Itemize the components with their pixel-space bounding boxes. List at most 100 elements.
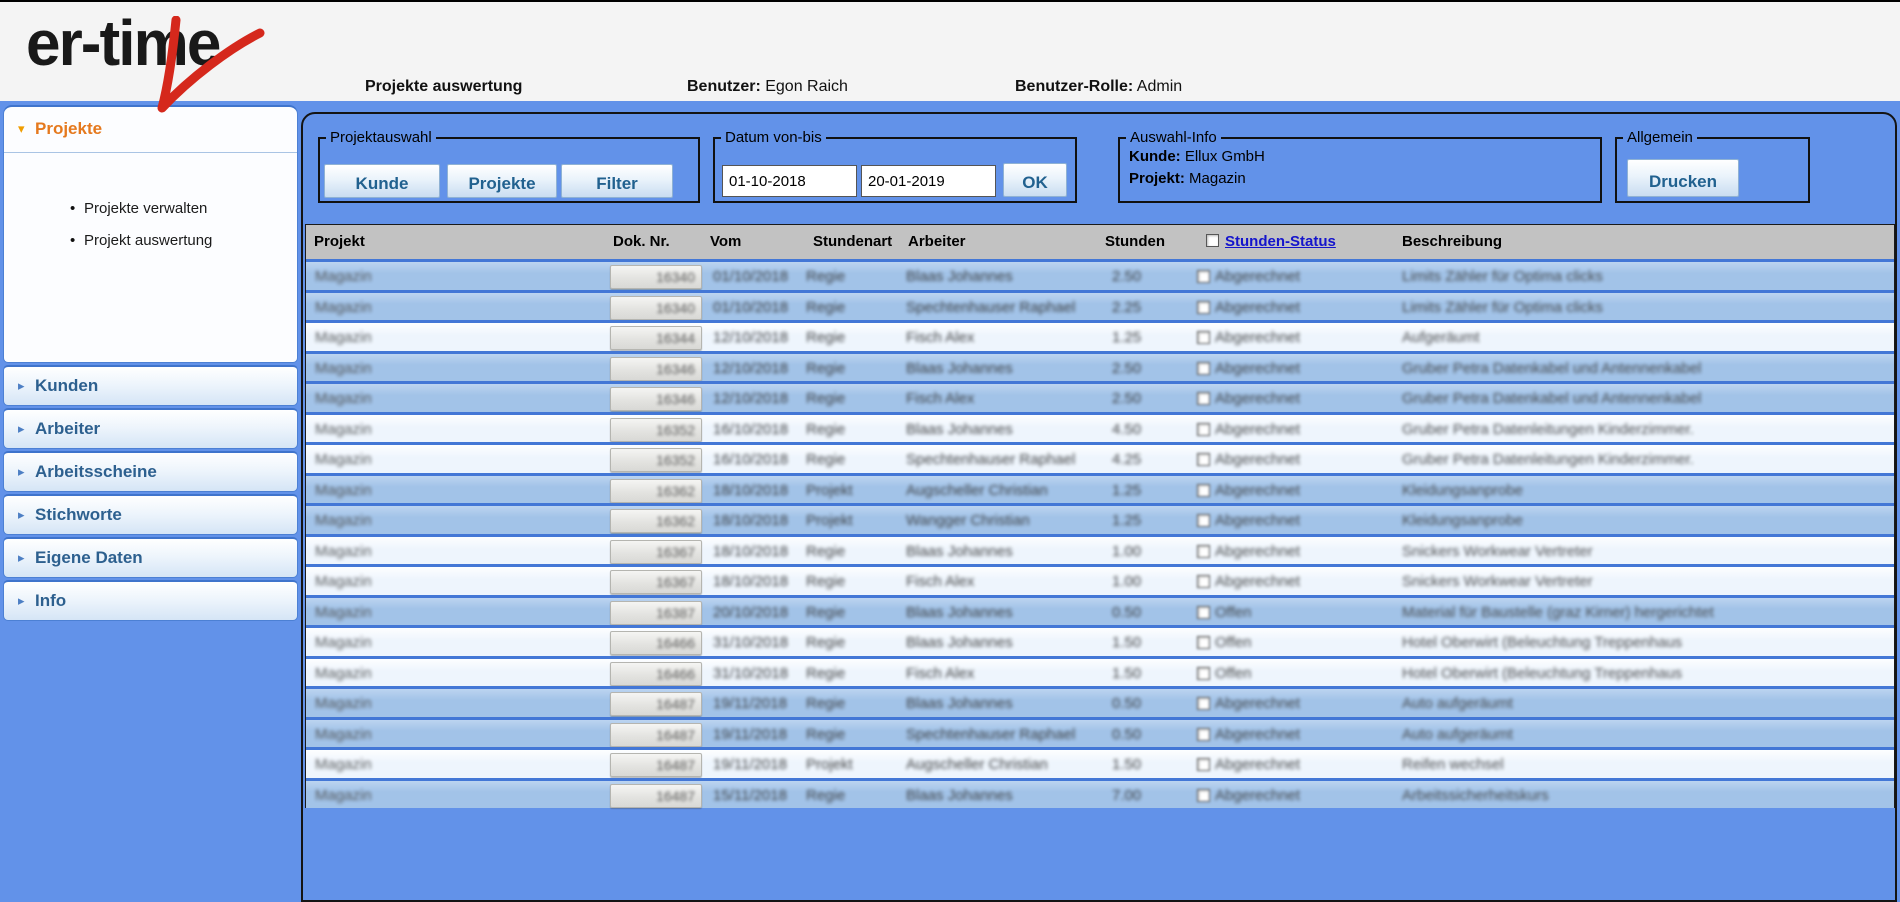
dok-nr-button[interactable]: 16466 xyxy=(610,661,702,686)
drucken-button[interactable]: Drucken xyxy=(1627,159,1739,197)
status-checkbox[interactable] xyxy=(1197,788,1210,802)
dok-nr-button[interactable]: 16346 xyxy=(610,356,702,381)
status-checkbox[interactable] xyxy=(1197,727,1210,741)
dok-nr-button[interactable]: 16387 xyxy=(610,600,702,625)
sidebar-subitem-projekte-verwalten[interactable]: Projekte verwalten xyxy=(4,193,297,225)
sidebar-item-eigene-daten[interactable]: ▸ Eigene Daten xyxy=(3,537,298,578)
status-checkbox[interactable] xyxy=(1197,361,1210,375)
dok-nr-button[interactable]: 16487 xyxy=(610,692,702,716)
status-checkbox[interactable] xyxy=(1197,544,1210,558)
table-row[interactable]: Magazin 16487 19/11/2018 Projekt Augsche… xyxy=(306,747,1894,778)
dok-nr-button[interactable]: 16487 xyxy=(610,722,702,747)
dok-nr-button[interactable]: 16362 xyxy=(610,509,702,533)
table-row[interactable]: Magazin 16340 01/10/2018 Regie Blaas Joh… xyxy=(306,259,1894,290)
dok-nr-button[interactable]: 16487 xyxy=(610,783,702,808)
cell-arbeiter: Spechtenhauser Raphael xyxy=(906,451,1076,468)
sidebar-item-kunden[interactable]: ▸ Kunden xyxy=(3,365,298,406)
dok-nr-button[interactable]: 16340 xyxy=(610,295,702,320)
table-row[interactable]: Magazin 16466 31/10/2018 Regie Blaas Joh… xyxy=(306,625,1894,656)
status-checkbox[interactable] xyxy=(1197,636,1210,649)
status-checkbox[interactable] xyxy=(1197,666,1210,680)
table-row[interactable]: Magazin 16346 12/10/2018 Regie Fisch Ale… xyxy=(306,381,1894,412)
dok-nr-button[interactable]: 16362 xyxy=(610,478,702,503)
stunden-status-checkbox[interactable] xyxy=(1206,234,1219,247)
cell-stundenart: Regie xyxy=(806,603,846,621)
table-row[interactable]: Magazin 16367 18/10/2018 Regie Fisch Ale… xyxy=(306,564,1894,595)
fieldset-legend: Allgemein xyxy=(1623,129,1697,146)
role-info: Benutzer-Rolle: Admin xyxy=(1015,78,1182,96)
cell-status: Abgerechnet xyxy=(1197,421,1300,438)
kunde-button[interactable]: Kunde xyxy=(324,164,440,198)
cell-arbeiter: Fisch Alex xyxy=(906,573,975,590)
table-row[interactable]: Magazin 16346 12/10/2018 Regie Blaas Joh… xyxy=(306,350,1894,381)
sidebar-item-label: Arbeitsscheine xyxy=(34,462,157,481)
status-checkbox[interactable] xyxy=(1197,422,1210,436)
status-label: Abgerechnet xyxy=(1215,481,1301,499)
status-checkbox[interactable] xyxy=(1197,453,1210,466)
status-checkbox[interactable] xyxy=(1197,483,1210,497)
status-label: Offen xyxy=(1215,634,1252,651)
app-logo[interactable]: er-time xyxy=(26,6,286,113)
table-row[interactable]: Magazin 16352 16/10/2018 Regie Spechtenh… xyxy=(306,442,1894,473)
status-label: Abgerechnet xyxy=(1215,725,1301,743)
dok-nr-button[interactable]: 16340 xyxy=(610,265,702,289)
table-row[interactable]: Magazin 16487 15/11/2018 Regie Blaas Joh… xyxy=(306,777,1894,808)
filter-button[interactable]: Filter xyxy=(561,164,673,198)
cell-status: Abgerechnet xyxy=(1197,268,1300,285)
status-checkbox[interactable] xyxy=(1197,270,1210,283)
dok-nr-button[interactable]: 16487 xyxy=(610,753,702,777)
date-from-input[interactable] xyxy=(722,165,857,197)
projekte-button[interactable]: Projekte xyxy=(447,164,557,198)
cell-vom: 12/10/2018 xyxy=(713,329,789,346)
table-row[interactable]: Magazin 16344 12/10/2018 Regie Fisch Ale… xyxy=(306,320,1894,351)
status-checkbox[interactable] xyxy=(1197,697,1210,710)
cell-beschreibung: Aufgeräumt xyxy=(1402,329,1480,346)
table-row[interactable]: Magazin 16362 18/10/2018 Projekt Wangger… xyxy=(306,503,1894,534)
sidebar-item-arbeiter[interactable]: ▸ Arbeiter xyxy=(3,408,298,449)
dok-nr-button[interactable]: 16344 xyxy=(610,326,702,350)
fieldset-datum: Datum von-bis OK xyxy=(713,129,1077,203)
cell-vom: 31/10/2018 xyxy=(713,664,789,682)
dok-nr-button[interactable]: 16346 xyxy=(610,387,702,411)
cell-beschreibung: Kleidungsanprobe xyxy=(1402,512,1523,529)
status-checkbox[interactable] xyxy=(1197,605,1210,619)
status-checkbox[interactable] xyxy=(1197,758,1210,771)
table-row[interactable]: Magazin 16367 18/10/2018 Regie Blaas Joh… xyxy=(306,533,1894,564)
status-label: Abgerechnet xyxy=(1215,542,1301,560)
table-row[interactable]: Magazin 16340 01/10/2018 Regie Spechtenh… xyxy=(306,289,1894,320)
dok-nr-button[interactable]: 16466 xyxy=(610,631,702,655)
cell-arbeiter: Blaas Johannes xyxy=(906,420,1013,438)
status-checkbox[interactable] xyxy=(1197,300,1210,314)
table-header: Projekt Dok. Nr. Vom Stundenart Arbeiter… xyxy=(306,225,1894,259)
sidebar-item-info[interactable]: ▸ Info xyxy=(3,580,298,621)
stunden-status-link[interactable]: Stunden-Status xyxy=(1225,233,1336,250)
dok-nr-button[interactable]: 16352 xyxy=(610,417,702,442)
status-checkbox[interactable] xyxy=(1197,331,1210,344)
ok-button[interactable]: OK xyxy=(1003,163,1067,197)
dok-nr-button[interactable]: 16352 xyxy=(610,448,702,472)
user-label: Benutzer: xyxy=(687,78,761,95)
status-checkbox[interactable] xyxy=(1197,575,1210,588)
date-to-input[interactable] xyxy=(861,165,996,197)
table-row[interactable]: Magazin 16362 18/10/2018 Projekt Augsche… xyxy=(306,472,1894,503)
table-row[interactable]: Magazin 16466 31/10/2018 Regie Fisch Ale… xyxy=(306,655,1894,686)
sidebar-subitem-projekt-auswertung[interactable]: Projekt auswertung xyxy=(4,225,297,257)
status-checkbox[interactable] xyxy=(1197,514,1210,527)
table-row[interactable]: Magazin 16387 20/10/2018 Regie Blaas Joh… xyxy=(306,594,1894,625)
dok-nr-button[interactable]: 16367 xyxy=(610,570,702,594)
sidebar-item-arbeitsscheine[interactable]: ▸ Arbeitsscheine xyxy=(3,451,298,492)
cell-projekt: Magazin xyxy=(315,664,372,682)
cell-stundenart: Regie xyxy=(806,573,846,590)
table-row[interactable]: Magazin 16352 16/10/2018 Regie Blaas Joh… xyxy=(306,411,1894,442)
cell-stunden: 4.50 xyxy=(1112,420,1142,438)
user-name: Egon Raich xyxy=(765,78,848,95)
cell-stunden: 1.50 xyxy=(1112,634,1142,651)
cell-dok-nr: 16487 xyxy=(656,757,695,773)
status-checkbox[interactable] xyxy=(1197,392,1210,405)
sidebar-item-projekte[interactable]: ▾ Projekte xyxy=(4,107,297,153)
sidebar-item-stichworte[interactable]: ▸ Stichworte xyxy=(3,494,298,535)
cell-vom: 18/10/2018 xyxy=(713,573,789,590)
table-row[interactable]: Magazin 16487 19/11/2018 Regie Blaas Joh… xyxy=(306,686,1894,717)
table-row[interactable]: Magazin 16487 19/11/2018 Regie Spechtenh… xyxy=(306,716,1894,747)
dok-nr-button[interactable]: 16367 xyxy=(610,539,702,564)
